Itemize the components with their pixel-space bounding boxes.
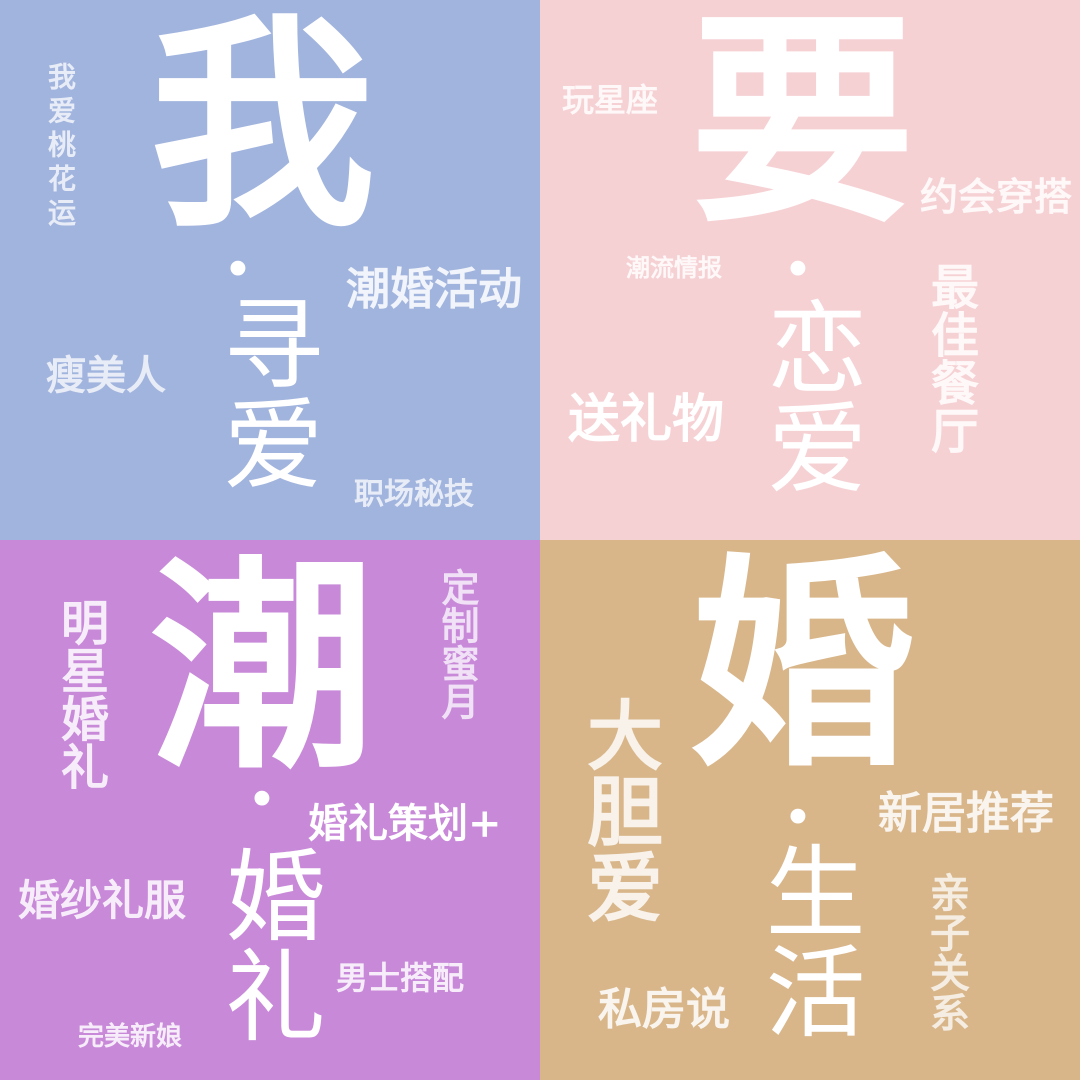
tag-hunsha-lifu: 婚纱礼服 xyxy=(18,876,187,925)
title-char-hun: 婚 xyxy=(690,540,915,798)
tag-song-liwu: 送礼物 xyxy=(568,389,725,450)
tag-nanshi-dapei: 男士搭配 xyxy=(336,959,465,997)
tag-zuijia-canting: 最佳餐厅 xyxy=(922,262,978,454)
tag-mingxing-hunli: 明星婚礼 xyxy=(52,598,108,790)
subtitle-lianai: 恋爱 xyxy=(750,296,867,496)
panel-hun-shenghuo: 婚 大胆爱 · 新居推荐 生活 亲子关系 私房说 xyxy=(540,540,1080,1080)
title-char-wo: 我 xyxy=(150,0,375,258)
tag-hunli-cehua: 婚礼策划+ xyxy=(308,800,502,847)
tag-wo-ai-taohuayun: 我爱桃花运 xyxy=(44,62,77,232)
tag-sifang-shuo: 私房说 xyxy=(598,984,730,1035)
separator-dot: · xyxy=(248,751,276,845)
tag-wan-xingzuo: 玩星座 xyxy=(562,81,659,119)
tag-xinju-tuijian: 新居推荐 xyxy=(878,788,1054,839)
panel-chao-hunli: 定制蜜月 明星婚礼 潮 · 婚礼策划+ 婚礼 婚纱礼服 男士搭配 完美新娘 xyxy=(0,540,540,1080)
separator-dot: · xyxy=(784,769,812,863)
subtitle-xunai: 寻爱 xyxy=(206,292,323,492)
separator-dot: · xyxy=(224,221,252,315)
panel-yao-lianai: 玩星座 要 约会穿搭 · 潮流情报 最佳餐厅 恋爱 送礼物 xyxy=(540,0,1080,540)
tag-dadan-ai: 大胆爱 xyxy=(574,696,663,924)
tag-wanmei-xinniang: 完美新娘 xyxy=(78,1022,183,1052)
tag-shou-meiren: 瘦美人 xyxy=(46,352,166,399)
tag-chaoliu-qingbao: 潮流情报 xyxy=(626,253,722,282)
tag-dingzhi-miyue: 定制蜜月 xyxy=(435,568,480,720)
tag-qinzi-guanxi: 亲子关系 xyxy=(923,872,970,1032)
title-char-yao: 要 xyxy=(690,0,915,254)
subtitle-shenghuo: 生活 xyxy=(748,840,865,1040)
subtitle-hunli: 婚礼 xyxy=(208,844,325,1044)
separator-dot: · xyxy=(784,221,812,315)
tag-zhichang-miji: 职场秘技 xyxy=(354,477,474,512)
panel-wo-xunai: 我爱桃花运 我 · 潮婚活动 寻爱 瘦美人 职场秘技 xyxy=(0,0,540,540)
title-char-chao: 潮 xyxy=(150,540,375,800)
tag-chaohun-huodong: 潮婚活动 xyxy=(346,264,522,315)
tag-yuehui-chuanda: 约会穿搭 xyxy=(920,174,1073,219)
